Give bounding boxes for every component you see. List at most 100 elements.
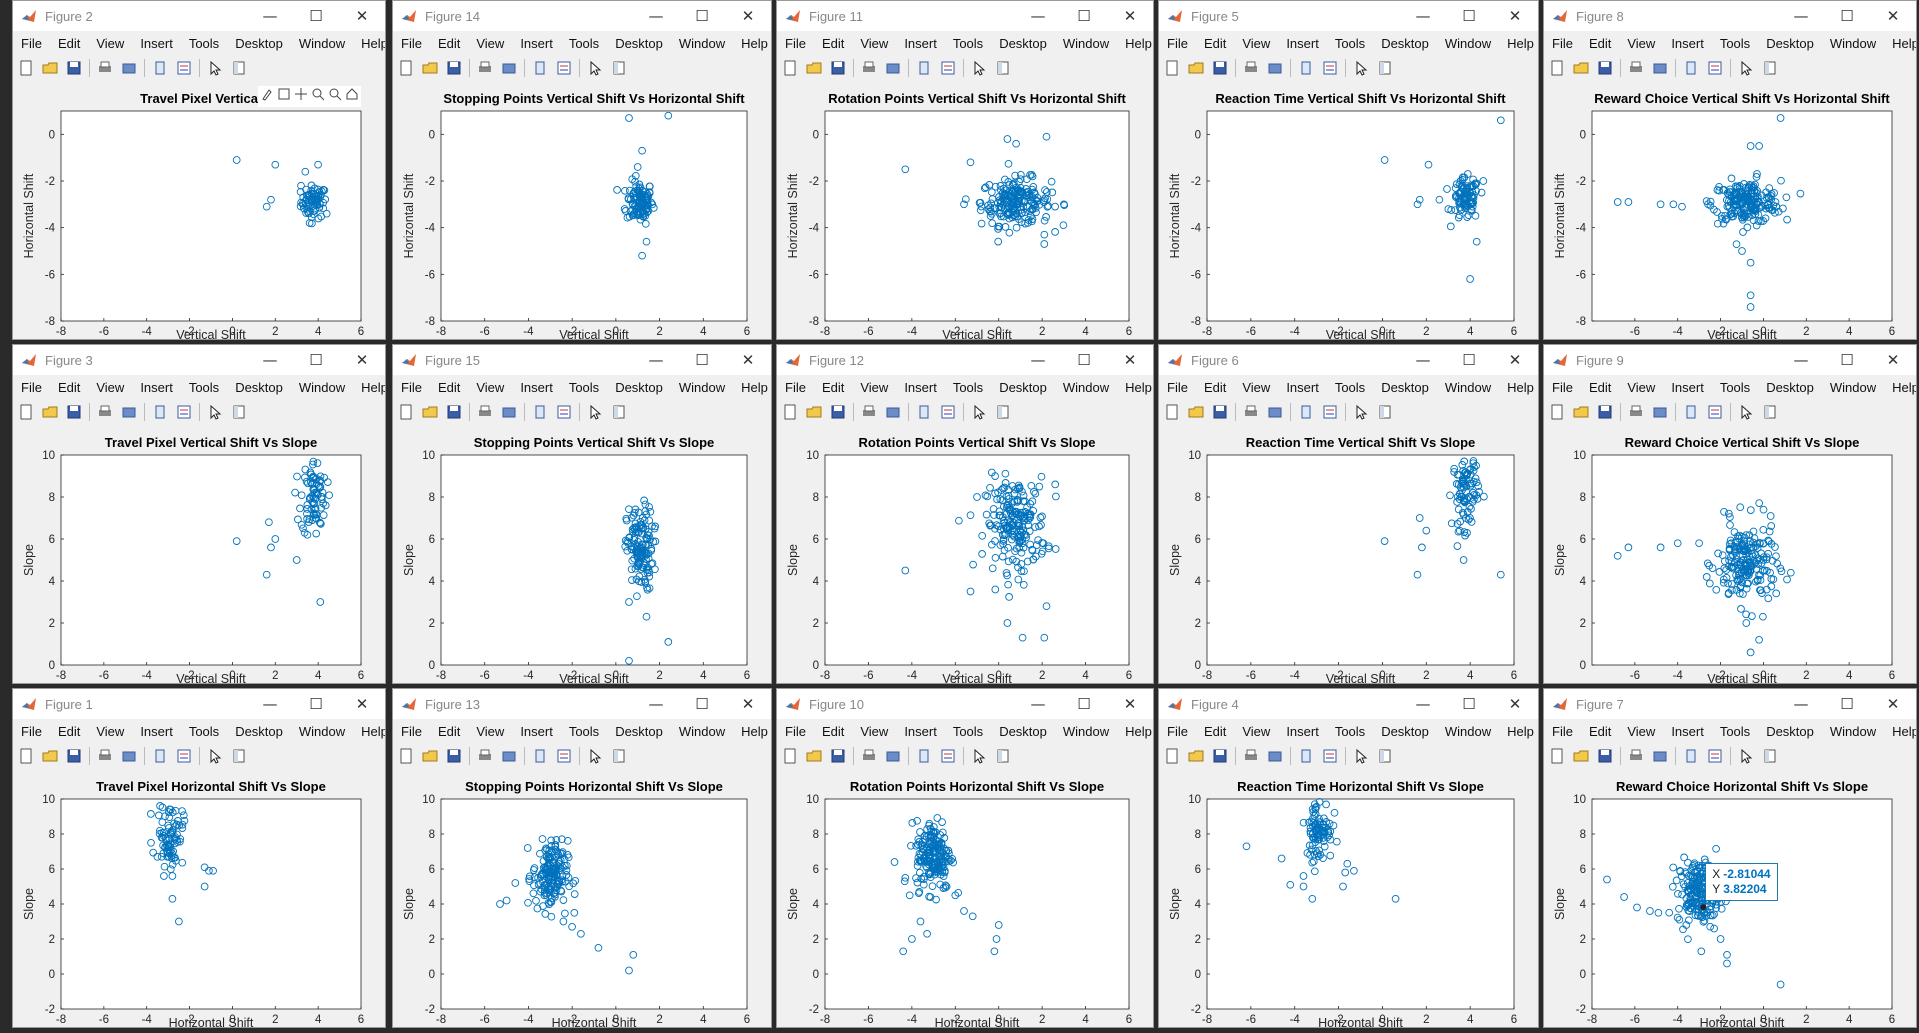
data-point[interactable] bbox=[1678, 202, 1686, 211]
data-point[interactable] bbox=[995, 209, 1004, 218]
figure-window[interactable]: Figure 15 — ☐ ✕ File Edit View Insert Tools Deskt… bbox=[392, 344, 772, 684]
data-point[interactable] bbox=[1739, 590, 1747, 598]
data-point[interactable] bbox=[1001, 175, 1009, 184]
figure-window[interactable]: Figure 14 — ☐ ✕ File Edit View Insert Tools Deskt… bbox=[392, 0, 772, 340]
data-point[interactable] bbox=[1694, 878, 1703, 887]
data-point[interactable] bbox=[1017, 532, 1025, 541]
data-point[interactable] bbox=[553, 847, 561, 856]
data-point[interactable] bbox=[1446, 491, 1454, 500]
data-point[interactable] bbox=[1015, 522, 1024, 530]
menu-file[interactable]: File bbox=[785, 723, 806, 739]
menu-view[interactable]: View bbox=[1627, 379, 1656, 395]
plot-area[interactable] bbox=[60, 798, 362, 1010]
data-point[interactable] bbox=[156, 802, 164, 810]
maximize-button[interactable]: ☐ bbox=[1077, 351, 1091, 369]
data-point[interactable] bbox=[1000, 204, 1009, 213]
data-point[interactable] bbox=[1461, 531, 1469, 540]
data-point[interactable] bbox=[636, 191, 645, 200]
new-figure-icon[interactable] bbox=[781, 747, 799, 765]
data-point[interactable] bbox=[1724, 201, 1733, 210]
data-point[interactable] bbox=[554, 880, 562, 889]
data-point[interactable] bbox=[1469, 459, 1478, 468]
data-point[interactable] bbox=[1051, 480, 1060, 489]
data-point[interactable] bbox=[1472, 491, 1481, 499]
scatter-plot[interactable]: Travel Pixel Vertical Sh -8 -6 -4 -2 0 2 4 6 0 -2 -… bbox=[13, 81, 386, 340]
data-point[interactable] bbox=[1716, 935, 1725, 943]
minimize-button[interactable]: — bbox=[1030, 351, 1046, 369]
data-point[interactable] bbox=[946, 856, 955, 865]
data-point[interactable] bbox=[1756, 576, 1765, 584]
property-inspector-icon[interactable] bbox=[230, 59, 248, 77]
data-point[interactable] bbox=[1466, 275, 1474, 283]
data-point[interactable] bbox=[1450, 464, 1459, 473]
data-point[interactable] bbox=[646, 535, 655, 544]
new-figure-icon[interactable] bbox=[397, 59, 415, 77]
print-preview-icon[interactable] bbox=[1266, 747, 1284, 765]
edit-plot-arrow-icon[interactable] bbox=[1737, 747, 1755, 765]
data-point[interactable] bbox=[1796, 189, 1805, 198]
property-inspector-icon[interactable] bbox=[1761, 59, 1779, 77]
data-point[interactable] bbox=[298, 199, 307, 208]
menu-desktop[interactable]: Desktop bbox=[1766, 723, 1814, 739]
data-point[interactable] bbox=[529, 866, 538, 874]
data-point[interactable] bbox=[1763, 567, 1771, 575]
menu-tools[interactable]: Tools bbox=[1719, 379, 1751, 395]
data-point[interactable] bbox=[292, 556, 301, 564]
open-file-icon[interactable] bbox=[1187, 747, 1205, 765]
data-point[interactable] bbox=[309, 457, 318, 466]
data-point[interactable] bbox=[542, 844, 550, 853]
data-point[interactable] bbox=[1706, 922, 1715, 931]
save-icon[interactable] bbox=[65, 59, 83, 77]
data-point[interactable] bbox=[310, 499, 319, 508]
data-point[interactable] bbox=[938, 828, 947, 837]
data-point[interactable] bbox=[913, 816, 921, 825]
data-point[interactable] bbox=[1019, 491, 1028, 500]
print-preview-icon[interactable] bbox=[500, 747, 518, 765]
data-point[interactable] bbox=[1350, 866, 1358, 875]
menu-file[interactable]: File bbox=[21, 35, 42, 51]
data-point[interactable] bbox=[1745, 196, 1754, 205]
data-point[interactable] bbox=[156, 826, 164, 835]
datatip-marker[interactable] bbox=[1700, 904, 1707, 911]
edit-plot-arrow-icon[interactable] bbox=[1352, 403, 1370, 421]
data-point[interactable] bbox=[645, 182, 654, 191]
data-point[interactable] bbox=[982, 510, 991, 519]
data-point[interactable] bbox=[1686, 894, 1695, 903]
data-point[interactable] bbox=[1242, 842, 1251, 851]
data-point[interactable] bbox=[1691, 911, 1700, 920]
data-point[interactable] bbox=[1471, 474, 1480, 483]
open-file-icon[interactable] bbox=[1187, 59, 1205, 77]
data-point[interactable] bbox=[613, 186, 621, 194]
data-point[interactable] bbox=[926, 840, 934, 849]
data-point[interactable] bbox=[168, 894, 177, 903]
minimize-button[interactable]: — bbox=[262, 695, 278, 713]
data-point[interactable] bbox=[1729, 551, 1737, 559]
data-point[interactable] bbox=[1305, 841, 1314, 850]
data-point[interactable] bbox=[1455, 194, 1463, 203]
data-point[interactable] bbox=[1764, 594, 1773, 603]
menu-insert[interactable]: Insert bbox=[904, 723, 937, 739]
data-point[interactable] bbox=[1767, 522, 1776, 530]
data-point[interactable] bbox=[1001, 469, 1010, 478]
data-point[interactable] bbox=[639, 546, 647, 555]
data-point[interactable] bbox=[1723, 959, 1731, 968]
save-icon[interactable] bbox=[1211, 59, 1229, 77]
data-point[interactable] bbox=[639, 540, 647, 549]
data-point[interactable] bbox=[544, 883, 552, 892]
data-point[interactable] bbox=[999, 537, 1008, 545]
data-point[interactable] bbox=[1009, 200, 1018, 208]
data-point[interactable] bbox=[1042, 132, 1051, 141]
data-point[interactable] bbox=[1742, 619, 1751, 627]
data-point[interactable] bbox=[176, 837, 184, 846]
data-point[interactable] bbox=[1413, 200, 1422, 209]
data-point[interactable] bbox=[301, 167, 310, 176]
data-point[interactable] bbox=[1028, 545, 1036, 554]
menu-view[interactable]: View bbox=[96, 723, 125, 739]
data-point[interactable] bbox=[558, 835, 566, 844]
minimize-button[interactable]: — bbox=[1793, 695, 1809, 713]
data-point[interactable] bbox=[1415, 195, 1424, 204]
data-point[interactable] bbox=[1740, 180, 1748, 188]
close-button[interactable]: ✕ bbox=[1886, 695, 1900, 713]
data-point[interactable] bbox=[1699, 917, 1708, 926]
data-point[interactable] bbox=[158, 833, 167, 842]
